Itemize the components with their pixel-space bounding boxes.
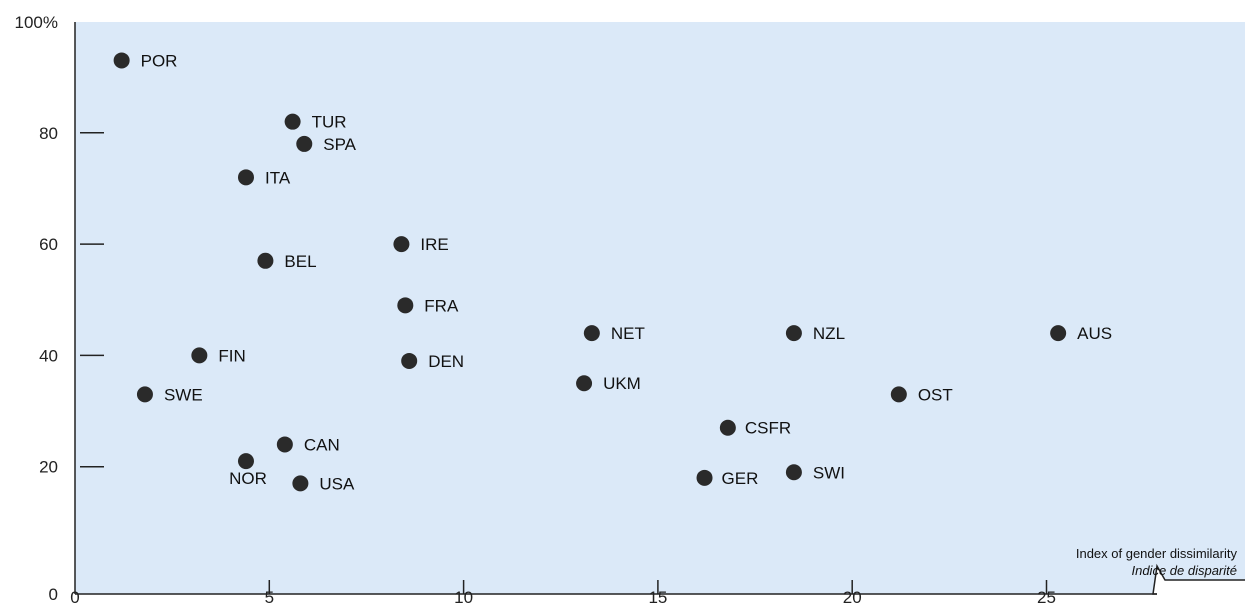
x-axis-label-secondary: Indice de disparité <box>1131 563 1237 578</box>
data-point-label: POR <box>141 51 178 70</box>
x-tick-label: 10 <box>454 588 473 603</box>
x-axis-label: Index of gender dissimilarity <box>1076 546 1238 561</box>
data-point <box>276 436 293 453</box>
x-tick-label: 20 <box>843 588 862 603</box>
data-point-label: FIN <box>218 346 245 365</box>
data-point <box>890 386 907 403</box>
data-point-label: OST <box>918 385 953 404</box>
data-point-label: USA <box>319 474 355 493</box>
y-ticks: 0 20 40 60 80 100% <box>15 13 104 603</box>
data-point-label: NZL <box>813 324 845 343</box>
x-tick-label: 5 <box>265 588 274 603</box>
data-point <box>237 169 254 186</box>
y-tick-label: 20 <box>39 458 58 477</box>
x-tick-label: 25 <box>1037 588 1056 603</box>
x-tick-label: 0 <box>70 588 79 603</box>
data-point <box>583 325 600 342</box>
data-point <box>576 375 593 392</box>
data-point <box>393 236 410 253</box>
data-point-label: AUS <box>1077 324 1112 343</box>
data-point <box>237 453 254 470</box>
data-point <box>785 325 802 342</box>
data-point-label: SPA <box>323 135 356 154</box>
data-point <box>136 386 153 403</box>
data-points: POR TUR SPA ITA IRE BEL FRA NET NZL AUS FIN DEN UKM S… <box>113 51 1112 493</box>
y-tick-label: 60 <box>39 235 58 254</box>
data-point-label: NOR <box>229 469 267 488</box>
y-tick-label: 40 <box>39 346 58 365</box>
data-point-label: CSFR <box>745 419 791 438</box>
data-point-label: SWE <box>164 385 203 404</box>
x-tick-label: 15 <box>648 588 667 603</box>
data-point <box>292 475 309 492</box>
data-point-label: UKM <box>603 374 641 393</box>
plot-background <box>75 22 1245 594</box>
data-point-label: IRE <box>420 235 448 254</box>
data-point-label: GER <box>722 469 759 488</box>
data-point-label: SWI <box>813 463 845 482</box>
x-axis-break <box>1152 563 1245 595</box>
data-point-label: TUR <box>312 113 347 132</box>
y-tick-label: 100% <box>15 13 58 32</box>
data-point <box>113 52 130 69</box>
data-point-label: CAN <box>304 435 340 454</box>
data-point <box>257 252 274 269</box>
y-tick-label: 0 <box>49 585 58 603</box>
x-ticks: 0 5 10 15 20 25 <box>70 580 1056 603</box>
data-point <box>397 297 414 314</box>
data-point-label: BEL <box>284 252 316 271</box>
data-point-label: NET <box>611 324 645 343</box>
y-tick-label: 80 <box>39 124 58 143</box>
data-point-label: FRA <box>424 296 459 315</box>
data-point-label: ITA <box>265 168 291 187</box>
data-point-label: DEN <box>428 352 464 371</box>
data-point <box>401 352 418 369</box>
data-point <box>719 419 736 436</box>
data-point <box>785 464 802 481</box>
data-point <box>696 469 713 486</box>
data-point <box>284 113 301 130</box>
data-point <box>1050 325 1067 342</box>
data-point <box>296 135 313 152</box>
data-point <box>191 347 208 364</box>
